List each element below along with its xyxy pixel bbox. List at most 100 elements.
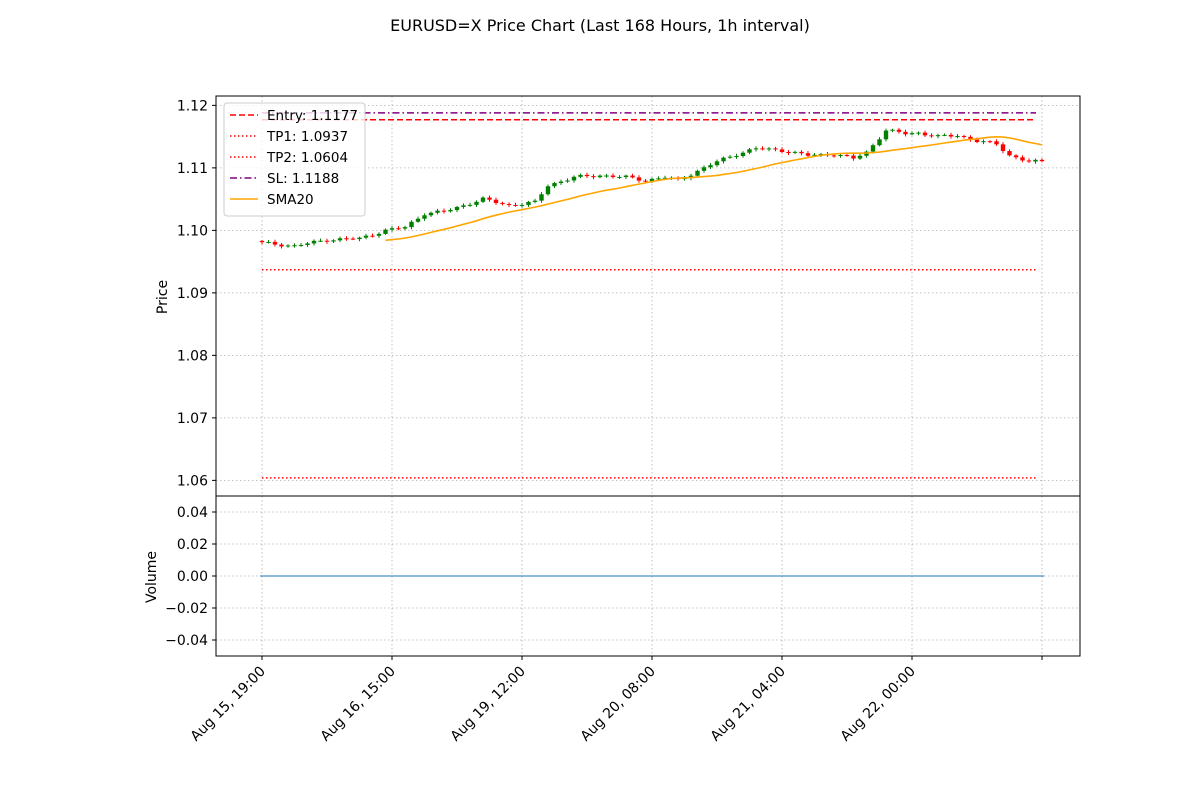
candle-body: [968, 136, 973, 140]
price-y-tick-label: 1.08: [177, 348, 208, 364]
candle-body: [493, 199, 499, 203]
candle-body: [467, 204, 473, 206]
candlestick-series: [259, 127, 1045, 249]
candle-body: [870, 145, 876, 152]
candle-body: [526, 201, 531, 205]
volume-y-tick-label: 0.02: [177, 537, 208, 553]
candle-body: [909, 133, 915, 135]
candle-body: [656, 178, 661, 180]
volume-y-tick-label: 0.00: [177, 569, 208, 585]
candle-body: [974, 139, 980, 143]
candle-body: [734, 155, 739, 157]
candle-body: [838, 155, 843, 157]
candle-body: [344, 238, 349, 240]
candle-body: [1020, 157, 1025, 161]
candle-body: [396, 228, 401, 230]
candle-body: [370, 235, 375, 237]
candle-body: [942, 134, 947, 136]
candle-body: [630, 175, 635, 178]
candle-body: [292, 245, 297, 247]
candle-body: [916, 132, 921, 134]
candle-body: [981, 141, 986, 143]
candle-body: [896, 129, 902, 132]
candle-body: [994, 141, 999, 145]
candle-body: [383, 229, 388, 234]
candle-body: [272, 241, 278, 245]
candle-body: [532, 200, 538, 202]
x-tick-label: Aug 21, 04:00: [708, 664, 789, 745]
candle-body: [1039, 159, 1045, 162]
legend-label: SL: 1.1188: [267, 171, 339, 187]
candle-body: [779, 149, 785, 152]
candle-body: [948, 134, 954, 137]
candle-body: [298, 245, 304, 247]
candle-body: [747, 149, 752, 153]
volume-y-axis: −0.04 −0.02 0.00 0.02 0.04: [165, 505, 216, 649]
level-lines: [262, 112, 1036, 479]
candle-body: [1013, 155, 1019, 158]
candle-body: [259, 240, 265, 243]
x-tick-label: Aug 22, 00:00: [838, 664, 919, 745]
candle-body: [500, 202, 505, 204]
candle-body: [461, 205, 466, 207]
candle-body: [285, 245, 291, 247]
x-tick-label: Aug 20, 08:00: [578, 664, 659, 745]
candle-body: [578, 174, 583, 177]
chart-title: EURUSD=X Price Chart (Last 168 Hours, 1h…: [390, 16, 810, 35]
candle-body: [721, 157, 726, 162]
candle-body: [610, 175, 616, 178]
candle-body: [571, 176, 577, 181]
candle-body: [1000, 144, 1006, 152]
legend-label: TP1: 1.0937: [266, 129, 348, 145]
candle-body: [857, 155, 863, 159]
volume-y-tick-label: 0.04: [177, 505, 208, 521]
candle-body: [376, 233, 382, 236]
candle-body: [311, 240, 317, 244]
price-y-tick-label: 1.12: [177, 98, 208, 114]
candle-body: [890, 129, 895, 131]
price-y-axis-label: Price: [155, 280, 171, 314]
candle-body: [617, 177, 622, 179]
x-tick-label: Aug 19, 12:00: [448, 664, 529, 745]
candle-body: [805, 153, 811, 156]
price-y-tick-label: 1.09: [177, 286, 208, 302]
candle-body: [851, 155, 856, 159]
volume-y-axis-label: Volume: [144, 551, 160, 603]
price-y-tick-label: 1.10: [177, 223, 208, 239]
candle-body: [519, 204, 525, 206]
candle-body: [636, 177, 642, 181]
candle-body: [448, 210, 453, 212]
candle-body: [883, 130, 889, 140]
candle-body: [662, 177, 668, 179]
candle-body: [552, 183, 557, 187]
candle-body: [324, 240, 330, 242]
legend-label: TP2: 1.0604: [266, 150, 348, 166]
candle-body: [539, 194, 544, 201]
candle-body: [487, 197, 492, 200]
candle-body: [1007, 151, 1012, 156]
candle-body: [649, 178, 655, 182]
candle-body: [812, 154, 817, 156]
candle-body: [766, 148, 772, 150]
volume-y-tick-label: −0.04: [165, 633, 208, 649]
candle-body: [337, 238, 343, 241]
candle-body: [565, 180, 570, 182]
candle-body: [695, 170, 700, 176]
candle-body: [987, 141, 993, 143]
candle-body: [701, 167, 707, 171]
candle-body: [877, 139, 882, 146]
candle-body: [389, 228, 395, 230]
price-y-tick-label: 1.06: [177, 473, 208, 489]
candle-body: [643, 180, 648, 182]
candle-body: [279, 244, 284, 247]
candle-body: [708, 165, 713, 168]
candle-body: [318, 240, 323, 242]
candle-body: [799, 151, 804, 154]
candle-body: [922, 132, 928, 136]
candle-body: [903, 131, 908, 135]
candle-body: [786, 151, 791, 153]
candle-body: [506, 203, 512, 205]
candle-body: [402, 227, 408, 229]
candle-body: [935, 135, 941, 137]
